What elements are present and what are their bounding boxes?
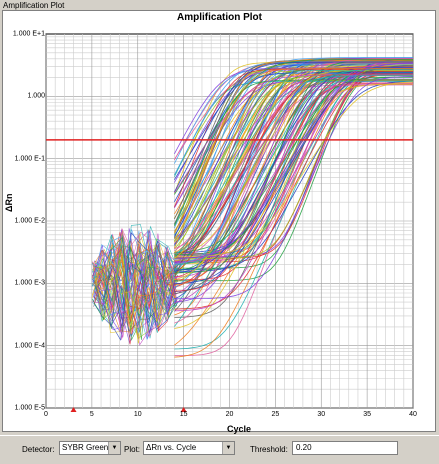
threshold-input[interactable]: 0.20 [292,441,398,455]
y-tick-label: 1.000 E-4 [14,342,45,350]
noise-trace [94,251,179,345]
amplification-curve [174,62,414,264]
noise-trace [92,243,177,333]
noise-trace [94,233,177,331]
x-tick-label: 15 [179,411,188,418]
chevron-down-icon[interactable]: ▼ [222,442,234,454]
detector-label: Detector: [22,445,55,454]
chevron-down-icon[interactable]: ▼ [108,442,120,454]
amplification-curve [174,69,413,280]
x-tick-label: 35 [363,411,372,418]
noise-trace [92,240,177,287]
x-tick-label: 40 [409,411,417,418]
detector-value: SYBR Green [62,443,109,452]
amplification-curve [174,63,414,260]
x-tick-label: 30 [317,411,326,418]
amplification-curve [174,80,414,273]
amplification-curve [174,68,413,266]
baseline-marker [70,407,77,412]
amplification-curve [174,61,413,312]
amplification-curve [174,58,413,252]
y-tick-label: 1.000 E-3 [14,279,45,287]
x-tick-label: 25 [271,411,280,418]
x-axis-label: Cycle [227,424,252,434]
plot-value: ΔRn vs. Cycle [146,443,197,452]
amplification-curve [174,74,413,194]
y-tick-label: 1.000 E-1 [14,155,45,163]
noise-trace [91,229,177,334]
noise-trace [91,262,177,333]
chart-title: Amplification Plot [177,12,262,23]
noise-trace [91,229,178,310]
amplification-plot-svg [45,33,414,412]
x-tick-label: 10 [133,411,142,418]
x-tick-label: 5 [89,411,94,418]
y-axis-label: ΔRn [4,193,14,212]
amplification-curve [174,58,414,285]
x-tick-label: 0 [44,411,48,418]
amplification-curve [174,66,413,271]
x-tick-label: 20 [225,411,234,418]
amplification-curve [174,57,413,265]
amplification-curve [174,63,413,236]
noise-trace [92,233,176,331]
plot-label: Plot: [124,445,141,454]
y-tick-label: 1.000 E-2 [14,217,45,225]
noise-trace [94,224,177,314]
amplification-curve [174,72,413,237]
noise-trace [95,250,178,329]
noise-trace [91,236,177,341]
threshold-label: Threshold: [250,445,288,454]
plot-select[interactable]: ΔRn vs. Cycle ▼ [143,441,235,455]
bottom-toolbar: Detector: SYBR Green ▼ Plot: ΔRn vs. Cyc… [0,435,439,464]
y-tick-label: 1.000 E+1 [12,30,45,38]
noise-trace [92,263,176,334]
noise-trace [92,262,176,340]
amplification-curve [174,61,413,193]
noise-trace [95,232,177,330]
amplification-curve [174,79,413,226]
amplification-curve [174,76,414,300]
y-tick-label: 1.000 [27,92,45,100]
amplification-curve [174,61,413,259]
amplification-curve [174,73,413,270]
detector-select[interactable]: SYBR Green ▼ [59,441,121,455]
amplification-curve [174,59,413,195]
amplification-curve [174,81,414,258]
y-tick-label: 1.000 E-5 [14,404,45,412]
amplification-curve [174,68,413,234]
baseline-marker [180,407,187,412]
amplification-curve [174,83,413,250]
window-title: Amplification Plot [3,1,65,10]
amplification-curve [174,83,414,329]
noise-trace [93,228,177,333]
